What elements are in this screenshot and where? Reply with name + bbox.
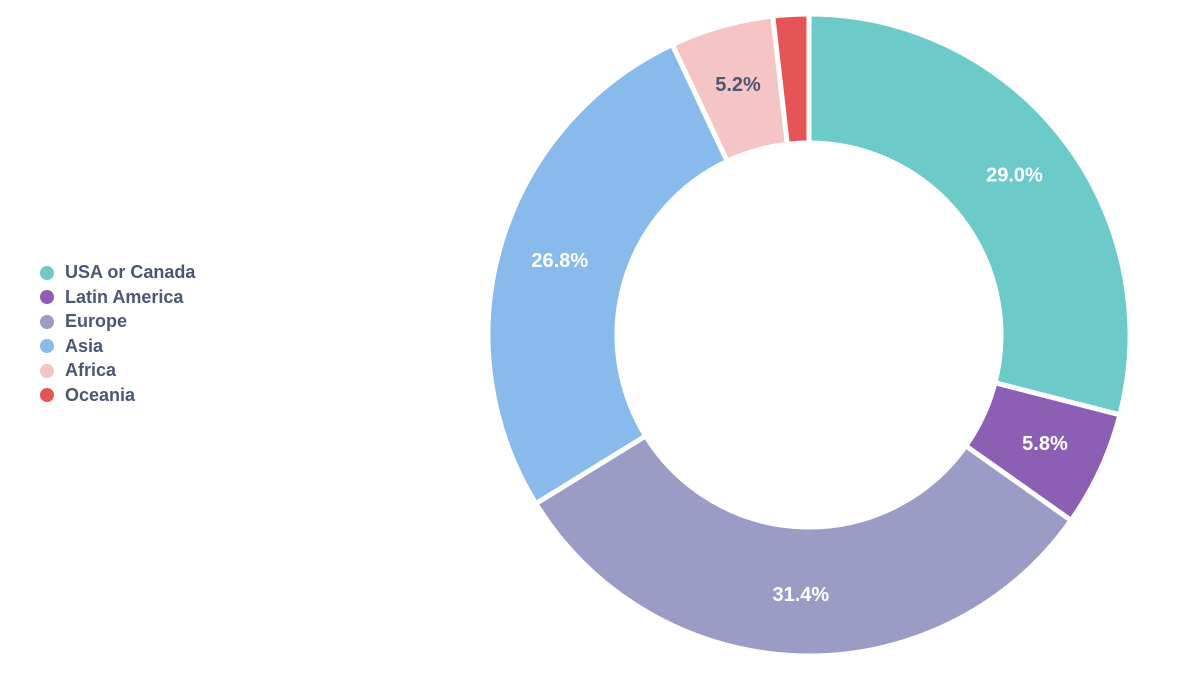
- chart-legend: USA or Canada Latin America Europe Asia Afri…: [40, 262, 195, 406]
- legend-label: USA or Canada: [65, 262, 196, 282]
- legend-swatch-africa: [40, 363, 54, 378]
- slice-usa-or-canada[interactable]: [806, 11, 1133, 418]
- legend-label: Oceania: [65, 384, 136, 405]
- slice-label-europe: 31.4%: [772, 584, 829, 606]
- slice-label-asia: 26.8%: [531, 250, 588, 272]
- legend-swatch-usa-or-canada: [40, 265, 54, 280]
- slices-group: [485, 11, 1133, 659]
- legend-swatch-latin-america: [40, 290, 54, 305]
- legend-item-oceania[interactable]: Oceania: [40, 385, 195, 406]
- legend-swatch-oceania: [40, 388, 54, 403]
- slice-europe[interactable]: [532, 432, 1075, 659]
- legend-item-usa-or-canada[interactable]: USA or Canada: [40, 262, 195, 283]
- legend-label: Asia: [65, 335, 104, 356]
- legend-swatch-asia: [40, 339, 54, 354]
- legend-item-asia[interactable]: Asia: [40, 336, 195, 357]
- legend-label: Latin America: [65, 286, 184, 307]
- slice-label-latin-america: 5.8%: [1022, 433, 1068, 455]
- legend-item-latin-america[interactable]: Latin America: [40, 287, 195, 308]
- slice-oceania[interactable]: [770, 11, 812, 147]
- legend-label: Africa: [65, 360, 117, 381]
- legend-swatch-europe: [40, 314, 54, 329]
- legend-item-europe[interactable]: Europe: [40, 311, 195, 332]
- slice-labels-group: 29.0% 5.8% 31.4% 26.8% 5.2%: [531, 74, 1068, 606]
- legend-item-africa[interactable]: Africa: [40, 360, 195, 381]
- slice-asia[interactable]: [485, 41, 731, 508]
- legend-label: Europe: [65, 311, 128, 332]
- slice-label-africa: 5.2%: [715, 74, 761, 96]
- slice-label-usa-or-canada: 29.0%: [986, 165, 1043, 187]
